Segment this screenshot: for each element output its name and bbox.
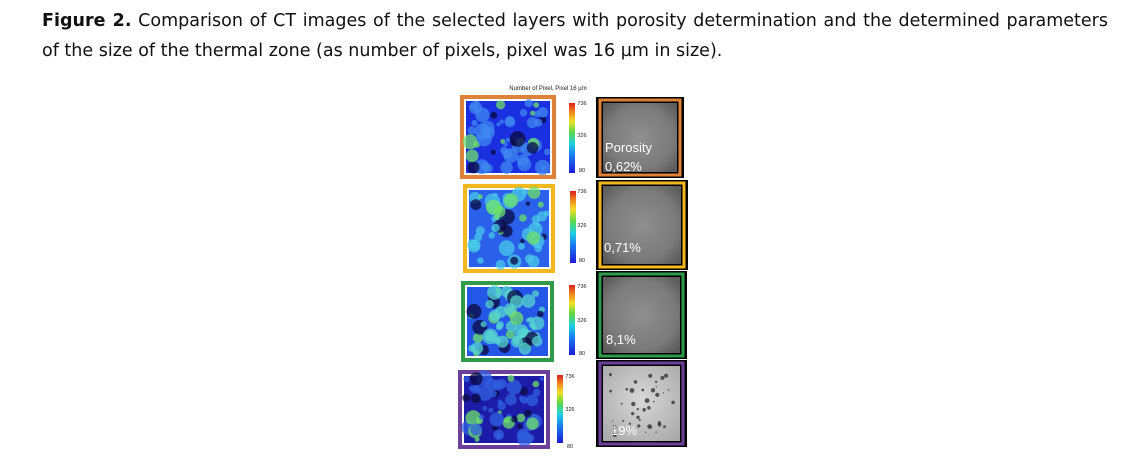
colorbar-tick-label: 326 [577,318,586,324]
colorbar-tick-label: 326 [577,223,586,229]
colorbar-tick-label: 80 [579,351,585,357]
colorbar-tick-label: 80 [579,258,585,264]
heatmap-panel [460,95,556,179]
heatmap-panel [463,184,555,273]
colorbar-tick-label: 326 [565,407,574,413]
ct-image [603,103,677,172]
layer-row-4: 736 326 80 19% [458,360,687,450]
porosity-label: Porosity [605,140,652,155]
layer-row-1: 736 326 80 Porosity 0,62% [460,95,684,179]
layer-row-2: 736 326 80 0,71% [463,180,688,273]
ct-panel: 0,71% [596,180,688,270]
porosity-value: 0,71% [604,240,641,255]
colorbar-tick-label: 736 [577,284,586,290]
colorbar-tick-label: 736 [565,374,574,380]
ct-image [603,186,681,264]
figure-label: Figure 2. [42,11,132,31]
caption-text: Comparison of CT images of the selected … [42,11,1108,61]
heatmap-texture [461,370,545,447]
colorbar-title: Number of Pixel, Pixel 16 µm [509,86,586,92]
colorbar [569,103,575,173]
ct-image [603,277,680,353]
ct-panel: Porosity 0,62% [596,97,684,178]
colorbar-tick-label: 80 [579,168,585,174]
colorbar [557,375,563,443]
heatmap-panel [458,370,550,449]
heatmap-frame [461,281,554,362]
colorbar [570,191,576,263]
porosity-value: 19% [611,423,637,438]
porosity-value: 0,62% [605,159,642,174]
colorbar-tick-label: 80 [567,444,573,450]
ct-frame [598,272,685,358]
layer-row-3: 736 326 80 8,1% [461,271,687,362]
heatmap-frame [458,370,550,449]
porosity-value: 8,1% [606,332,636,347]
colorbar-tick-label: 736 [577,101,586,107]
heatmap-texture [466,285,546,357]
colorbar-tick-label: 736 [577,189,586,195]
heatmap-frame [463,184,555,273]
heatmap-texture [462,99,551,176]
heatmap-texture [467,186,550,270]
ct-frame [598,361,685,446]
ct-frame [598,181,686,269]
heatmap-panel [461,281,554,362]
ct-panel: 8,1% [596,271,687,359]
heatmap-frame [460,95,556,179]
colorbar [569,285,575,355]
colorbar-tick-label: 326 [577,133,586,139]
figure-caption: Figure 2. Comparison of CT images of the… [42,6,1108,66]
ct-frame [598,98,682,177]
ct-panel: 19% [596,360,687,447]
